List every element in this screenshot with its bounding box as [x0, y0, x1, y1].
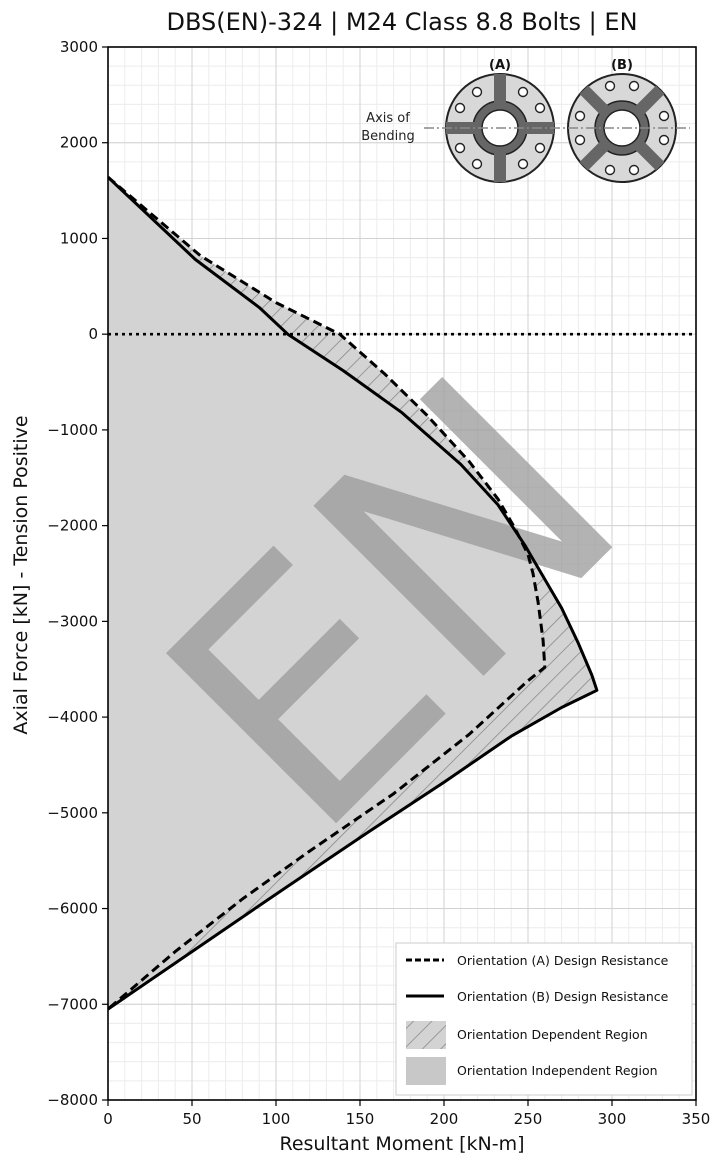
- axis-of-bending-label-line1: Axis of: [366, 111, 410, 126]
- axis-of-bending-label-line2: Bending: [361, 129, 415, 144]
- y-tick-label: −2000: [47, 517, 98, 535]
- series-layer: [108, 176, 696, 1011]
- legend-label-a: Orientation (A) Design Resistance: [457, 953, 669, 968]
- y-tick-label: 1000: [60, 229, 98, 247]
- legend-label-b: Orientation (B) Design Resistance: [457, 989, 669, 1004]
- y-tick-label: −7000: [47, 995, 98, 1013]
- series-line-orientation-b: [108, 176, 599, 1011]
- y-tick-label: −4000: [47, 708, 98, 726]
- y-axis-label: Axial Force [kN] - Tension Positive: [10, 415, 32, 734]
- inset-label-a: (A): [489, 58, 511, 73]
- y-tick-label: −3000: [47, 612, 98, 630]
- legend-label-independent: Orientation Independent Region: [457, 1063, 658, 1078]
- y-tick-label: 2000: [60, 134, 98, 152]
- x-axis-label: Resultant Moment [kN-m]: [279, 1133, 524, 1155]
- y-tick-label: −6000: [47, 900, 98, 918]
- inset-label-b: (B): [611, 58, 633, 73]
- y-tick-label: −1000: [47, 421, 98, 439]
- legend-entry-b: Orientation (B) Design Resistance: [406, 989, 669, 1004]
- y-tick-label: −8000: [47, 1091, 98, 1109]
- orientation-inset: (A) (B) Axis of Bending: [361, 58, 690, 183]
- x-tick-label: 250: [514, 1110, 543, 1128]
- series-line-orientation-a: [108, 176, 547, 1011]
- y-tick-label: −5000: [47, 804, 98, 822]
- legend-entry-independent: Orientation Independent Region: [406, 1057, 658, 1085]
- x-tick-label: 200: [430, 1110, 459, 1128]
- tick-layer: 0 50 100 150 200 250 300 350 3000 2000 1000 0 −1000 −…: [47, 38, 710, 1128]
- legend-entry-dependent: Orientation Dependent Region: [406, 1021, 648, 1049]
- x-tick-label: 300: [598, 1110, 627, 1128]
- plot-frame: [107, 46, 697, 1101]
- x-tick-label: 150: [346, 1110, 375, 1128]
- y-tick-label: 3000: [60, 38, 98, 56]
- legend-entry-a: Orientation (A) Design Resistance: [406, 953, 669, 968]
- region-layer: [108, 177, 597, 1010]
- x-tick-label: 0: [103, 1110, 113, 1128]
- x-tick-label: 100: [262, 1110, 291, 1128]
- y-tick-label: 0: [88, 325, 98, 343]
- x-tick-label: 350: [682, 1110, 711, 1128]
- legend-label-dependent: Orientation Dependent Region: [457, 1027, 648, 1042]
- legend-fill-swatch: [406, 1057, 446, 1085]
- chart-title: DBS(EN)-324 | M24 Class 8.8 Bolts | EN: [166, 8, 637, 36]
- legend: Orientation (A) Design Resistance Orient…: [395, 942, 693, 1096]
- orientation-independent-region: [108, 177, 545, 1010]
- x-tick-label: 50: [182, 1110, 201, 1128]
